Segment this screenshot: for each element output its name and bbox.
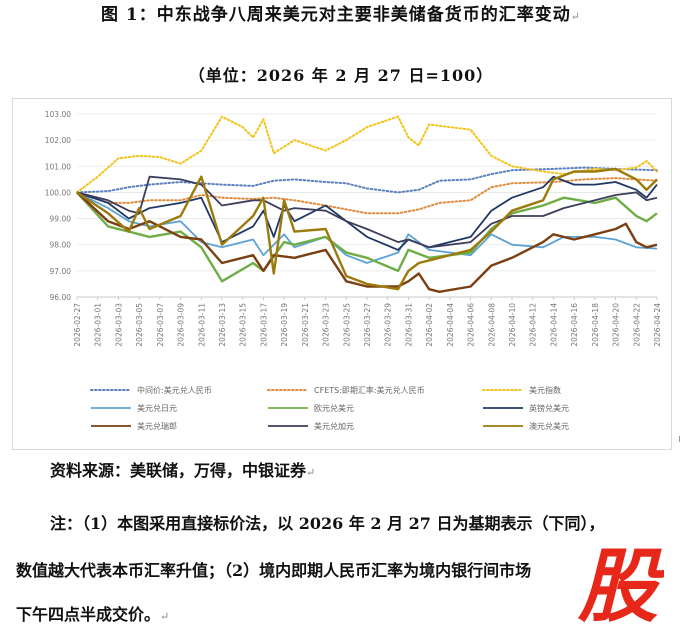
x-tick-label: 2026-03-11 bbox=[197, 303, 206, 347]
y-tick-label: 97.00 bbox=[50, 267, 72, 276]
note-line-1: 注：（1）本图采用直接标价法，以 2026 年 2 月 27 日为基期表示（下同… bbox=[50, 514, 605, 533]
x-tick-label: 2026-03-25 bbox=[342, 303, 351, 347]
x-tick-label: 2026-03-31 bbox=[404, 303, 413, 347]
y-tick-label: 103.00 bbox=[45, 110, 71, 119]
x-tick-label: 2026-04-24 bbox=[653, 303, 662, 347]
paragraph-mark-icon: ↵ bbox=[570, 10, 581, 23]
legend-label-4: 美元兑日元 bbox=[137, 403, 177, 413]
x-tick-label: 2026-04-14 bbox=[549, 303, 558, 347]
watermark-glyph: 股 bbox=[577, 540, 664, 626]
series-line-6 bbox=[76, 175, 658, 251]
legend-label-6: 英镑兑美元 bbox=[529, 403, 569, 413]
x-tick-label: 2026-03-13 bbox=[218, 303, 227, 347]
x-tick-label: 2026-03-27 bbox=[363, 303, 372, 347]
source-text: 资料来源：美联储，万得，中银证券 bbox=[50, 461, 307, 480]
x-tick-label: 2026-03-03 bbox=[114, 303, 123, 347]
x-tick-label: 2026-03-01 bbox=[94, 303, 103, 347]
x-tick-label: 2026-03-15 bbox=[239, 303, 248, 347]
figure-title: 图 1：中东战争八周来美元对主要非美储备货币的汇率变动↵ bbox=[0, 0, 682, 25]
x-tick-label: 2026-03-05 bbox=[135, 303, 144, 347]
note-line-2: 数值越大代表本币汇率升值；（2）境内即期人民币汇率为境内银行间市场 bbox=[16, 561, 532, 580]
x-tick-label: 2026-03-19 bbox=[280, 303, 289, 347]
exchange-rate-line-chart: 96.00 97.00 98.00 99.00 100.00 101.00 102.00 10… bbox=[45, 110, 662, 431]
x-tick-label: 2026-03-07 bbox=[156, 303, 165, 347]
y-tick-label: 101.00 bbox=[45, 162, 71, 171]
legend-label-9: 澳元兑美元 bbox=[529, 421, 569, 431]
note-line-3: 下午四点半成交价。↵ bbox=[16, 605, 169, 627]
series-line-7 bbox=[76, 191, 658, 293]
x-tick-label: 2026-04-18 bbox=[591, 303, 600, 347]
x-tick-label: 2026-03-29 bbox=[384, 303, 393, 347]
paragraph-mark-icon: ↵ bbox=[160, 610, 170, 623]
y-tick-label: 96.00 bbox=[50, 293, 72, 302]
x-tick-label: 2026-04-22 bbox=[632, 303, 641, 347]
series-line-9 bbox=[76, 167, 658, 291]
source-note: 资料来源：美联储，万得，中银证券↵ bbox=[50, 461, 315, 483]
x-tick-label: 2026-04-08 bbox=[487, 303, 496, 347]
x-tick-label: 2026-04-20 bbox=[612, 303, 621, 347]
y-tick-label: 102.00 bbox=[45, 136, 71, 145]
x-tick-label: 2026-03-09 bbox=[177, 303, 186, 347]
chart-frame: 96.00 97.00 98.00 99.00 100.00 101.00 102.00 10… bbox=[12, 98, 672, 450]
y-tick-label: 98.00 bbox=[50, 241, 72, 250]
legend-label-5: 欧元兑美元 bbox=[314, 403, 354, 413]
legend-label-3: 美元指数 bbox=[529, 385, 561, 395]
x-tick-label: 2026-04-04 bbox=[446, 303, 455, 347]
legend-label-8: 美元兑加元 bbox=[314, 421, 354, 431]
figure-subtitle: （单位：2026 年 2 月 27 日=100） bbox=[188, 66, 494, 85]
series-line-2 bbox=[76, 177, 658, 215]
x-tick-label: 2026-04-06 bbox=[467, 303, 476, 347]
chart-series-lines bbox=[76, 115, 658, 293]
x-tick-label: 2026-04-16 bbox=[570, 303, 579, 347]
x-tick-label: 2026-04-02 bbox=[425, 303, 434, 347]
legend-label-7: 美元兑瑞郎 bbox=[137, 421, 177, 431]
y-axis: 96.00 97.00 98.00 99.00 100.00 101.00 102.00 10… bbox=[45, 110, 71, 302]
x-tick-label: 2026-04-10 bbox=[508, 303, 517, 347]
x-tick-label: 2026-04-12 bbox=[529, 303, 538, 347]
y-tick-label: 100.00 bbox=[45, 188, 71, 197]
x-tick-label: 2026-02-27 bbox=[73, 303, 82, 347]
legend-label-2: CFETS:即期汇率:美元兑人民币 bbox=[314, 385, 425, 395]
page-edge-mark bbox=[675, 436, 680, 442]
x-tick-label: 2026-03-21 bbox=[301, 303, 310, 347]
figure-title-text: 图 1：中东战争八周来美元对主要非美储备货币的汇率变动 bbox=[101, 5, 571, 25]
x-tick-label: 2026-03-23 bbox=[322, 303, 331, 347]
series-line-4 bbox=[76, 191, 658, 264]
series-line-1 bbox=[76, 166, 658, 194]
gu-watermark-icon: 股 bbox=[577, 540, 664, 626]
paragraph-mark-icon: ↵ bbox=[306, 466, 316, 479]
series-line-8 bbox=[76, 175, 658, 249]
y-tick-label: 99.00 bbox=[50, 215, 72, 224]
series-line-3 bbox=[76, 115, 658, 194]
legend-label-1: 中间价:美元兑人民币 bbox=[137, 385, 212, 395]
note-line-3-text: 下午四点半成交价。 bbox=[16, 605, 161, 624]
x-axis: 2026-02-27 2026-03-01 2026-03-03 2026-03-05… bbox=[73, 296, 662, 347]
x-tick-label: 2026-03-17 bbox=[259, 303, 268, 347]
